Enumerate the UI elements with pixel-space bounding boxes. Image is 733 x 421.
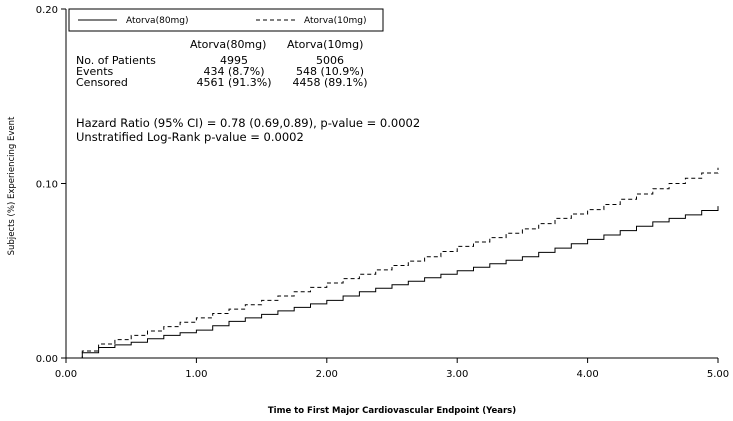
y-tick-label: 0.20 bbox=[36, 5, 58, 16]
logrank-note: Unstratified Log-Rank p-value = 0.0002 bbox=[76, 130, 304, 144]
stats-row-label-censored: Censored bbox=[76, 76, 128, 89]
stats-cell-events-10: 548 (10.9%) bbox=[296, 65, 364, 78]
stats-row-label-patients: No. of Patients bbox=[76, 54, 156, 67]
y-tick-label: 0.00 bbox=[36, 354, 58, 365]
stats-cell-patients-80: 4995 bbox=[220, 54, 248, 67]
y-tick-label: 0.10 bbox=[36, 180, 58, 191]
legend-box bbox=[68, 8, 384, 32]
hazard-ratio-note: Hazard Ratio (95% CI) = 0.78 (0.69,0.89)… bbox=[76, 116, 420, 130]
stats-cell-censored-80: 4561 (91.3%) bbox=[196, 76, 271, 89]
x-tick-label: 5.00 bbox=[707, 369, 729, 380]
legend-label-atorva10: Atorva(10mg) bbox=[304, 16, 367, 26]
x-tick-label: 2.00 bbox=[316, 369, 338, 380]
series-line-atorva10 bbox=[66, 167, 719, 359]
stats-table: Atorva(80mg) Atorva(10mg) No. of Patient… bbox=[76, 38, 368, 89]
stats-cell-events-80: 434 (8.7%) bbox=[203, 65, 264, 78]
x-tick-label: 3.00 bbox=[446, 369, 468, 380]
series-group bbox=[66, 167, 719, 359]
x-tick-label: 4.00 bbox=[576, 369, 598, 380]
x-tick-label: 1.00 bbox=[185, 369, 207, 380]
stats-cell-patients-10: 5006 bbox=[316, 54, 344, 67]
stats-col-header-atorva10: Atorva(10mg) bbox=[287, 38, 363, 51]
legend-label-atorva80: Atorva(80mg) bbox=[126, 16, 189, 26]
series-line-atorva80 bbox=[66, 206, 719, 359]
stats-col-header-atorva80: Atorva(80mg) bbox=[190, 38, 266, 51]
legend: Atorva(80mg) Atorva(10mg) bbox=[68, 8, 384, 32]
axes: 0.00 1.00 2.00 3.00 4.00 5.00 0.00 0.10 0.20 bbox=[36, 5, 729, 380]
x-axis-title: Time to First Major Cardiovascular Endpo… bbox=[268, 406, 516, 416]
stats-row-label-events: Events bbox=[76, 65, 114, 78]
x-tick-label: 0.00 bbox=[55, 369, 77, 380]
y-axis-title: Subjects (%) Experiencing Event bbox=[7, 116, 17, 255]
stats-cell-censored-10: 4458 (89.1%) bbox=[292, 76, 367, 89]
